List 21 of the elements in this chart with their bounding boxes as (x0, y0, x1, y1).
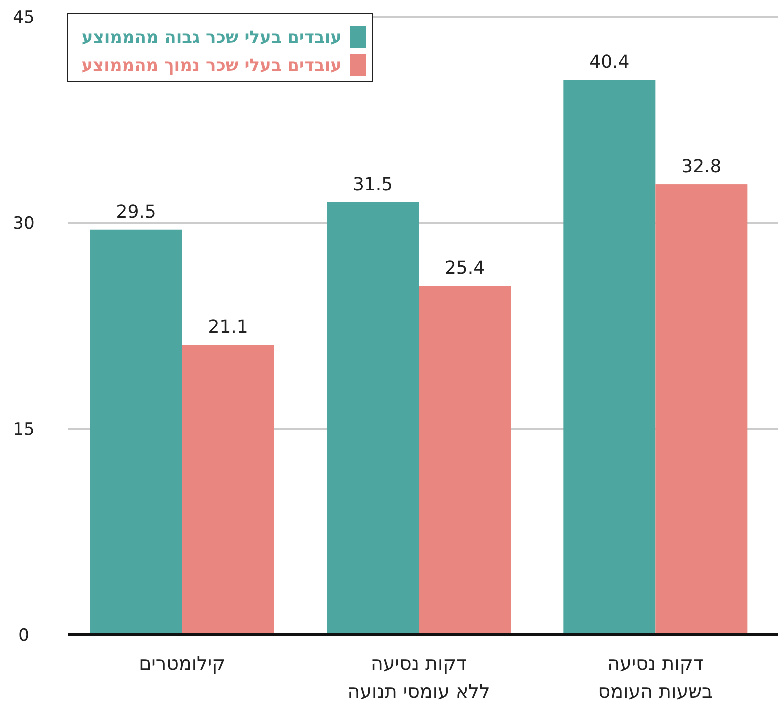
y-tick-label: 30 (13, 214, 35, 234)
data-label: 32.8 (682, 156, 722, 178)
y-tick-label: 45 (13, 8, 35, 28)
x-tick-label: דקות נסיעה ללא עומסי תנועה (348, 653, 490, 703)
y-tick-label: 15 (13, 420, 35, 440)
bar (656, 184, 748, 635)
bar (90, 230, 182, 635)
legend-label: עובדים בעלי שכר נמוך מהממוצע (82, 56, 342, 76)
x-tick-label: קילומטרים (139, 653, 226, 675)
data-label: 40.4 (590, 52, 630, 74)
x-tick-label: דקות נסיעה בשעות העומס (598, 653, 714, 703)
legend-label: עובדים בעלי שכר גבוה מהממוצע (82, 28, 342, 48)
bar (182, 345, 274, 635)
bar (564, 80, 656, 635)
bar (327, 202, 419, 635)
y-tick-label: 0 (18, 626, 30, 646)
bar (419, 286, 511, 635)
data-label: 29.5 (116, 202, 156, 223)
data-label: 21.1 (208, 317, 248, 338)
data-label: 25.4 (444, 258, 486, 280)
data-label: 31.5 (352, 174, 394, 196)
